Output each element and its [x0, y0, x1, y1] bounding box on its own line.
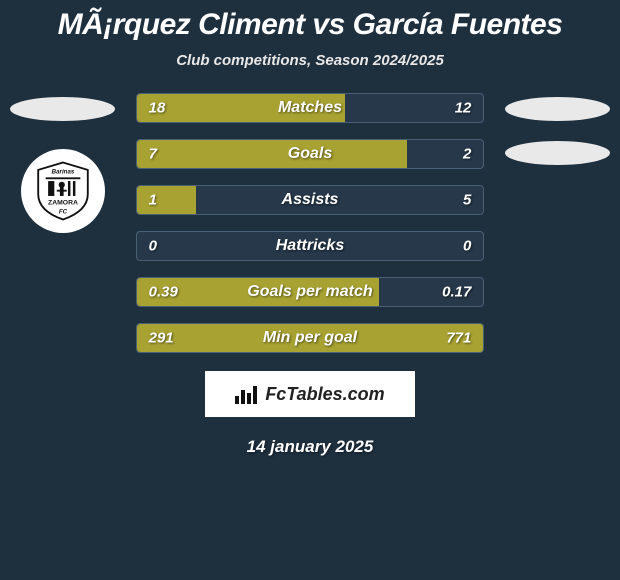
stat-left-value: 18 [149, 100, 166, 117]
left-column: Barinas ZAMORA FC [8, 93, 118, 233]
stat-bar-fill [137, 186, 196, 214]
stat-right-value: 12 [455, 100, 472, 117]
bars-icon [235, 384, 261, 404]
stat-bar-fill [137, 140, 407, 168]
stat-right-value: 5 [463, 192, 471, 209]
footer-brand-text: FcTables.com [265, 384, 384, 405]
stat-bars: 18 Matches 12 7 Goals 2 1 Assists 5 0 Ha… [136, 93, 485, 353]
team-badge-left: Barinas ZAMORA FC [21, 149, 105, 233]
player-photo-placeholder-right [505, 97, 610, 121]
stat-bar: 0.39 Goals per match 0.17 [136, 277, 485, 307]
footer-brand-inner: FcTables.com [235, 384, 384, 405]
subtitle: Club competitions, Season 2024/2025 [0, 52, 620, 69]
svg-text:ZAMORA: ZAMORA [48, 200, 78, 207]
svg-text:Barinas: Barinas [51, 169, 74, 176]
player-photo-placeholder-left [10, 97, 115, 121]
stat-bar: 7 Goals 2 [136, 139, 485, 169]
stat-bar: 291 Min per goal 771 [136, 323, 485, 353]
team-badge-placeholder-right [505, 141, 610, 165]
stat-left-value: 0.39 [149, 284, 178, 301]
stat-right-value: 0.17 [442, 284, 471, 301]
right-column [502, 93, 612, 165]
stat-right-value: 0 [463, 238, 471, 255]
stat-left-value: 0 [149, 238, 157, 255]
content-row: Barinas ZAMORA FC 18 Matches 12 [0, 93, 620, 353]
stat-label: Assists [282, 191, 339, 209]
stat-bar: 18 Matches 12 [136, 93, 485, 123]
zamora-shield-icon: Barinas ZAMORA FC [32, 160, 94, 222]
date-text: 14 january 2025 [0, 437, 620, 457]
svg-text:FC: FC [59, 208, 68, 215]
stat-bar: 1 Assists 5 [136, 185, 485, 215]
footer-brand-badge: FcTables.com [205, 371, 415, 417]
stat-label: Goals [288, 145, 332, 163]
stat-right-value: 771 [446, 330, 471, 347]
stat-left-value: 1 [149, 192, 157, 209]
page-title: MÃ¡rquez Climent vs García Fuentes [0, 8, 620, 42]
stat-left-value: 291 [149, 330, 174, 347]
stat-right-value: 2 [463, 146, 471, 163]
comparison-card: MÃ¡rquez Climent vs García Fuentes Club … [0, 0, 620, 457]
stat-label: Matches [278, 99, 342, 117]
stat-bar: 0 Hattricks 0 [136, 231, 485, 261]
stat-label: Min per goal [263, 329, 357, 347]
stat-label: Goals per match [247, 283, 372, 301]
stat-label: Hattricks [276, 237, 344, 255]
stat-left-value: 7 [149, 146, 157, 163]
